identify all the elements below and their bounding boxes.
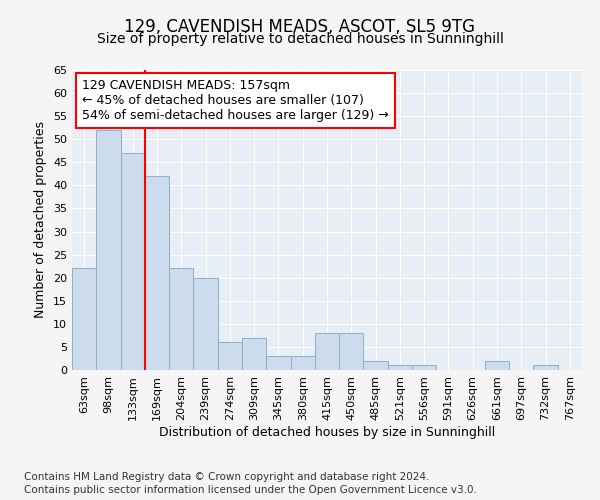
Bar — [121, 153, 145, 370]
Bar — [72, 268, 96, 370]
Bar — [533, 366, 558, 370]
Text: 129, CAVENDISH MEADS, ASCOT, SL5 9TG: 129, CAVENDISH MEADS, ASCOT, SL5 9TG — [125, 18, 476, 36]
Bar — [388, 366, 412, 370]
Bar — [412, 366, 436, 370]
Bar — [339, 333, 364, 370]
Y-axis label: Number of detached properties: Number of detached properties — [34, 122, 47, 318]
X-axis label: Distribution of detached houses by size in Sunninghill: Distribution of detached houses by size … — [159, 426, 495, 438]
Bar — [242, 338, 266, 370]
Bar — [96, 130, 121, 370]
Bar — [364, 361, 388, 370]
Bar — [193, 278, 218, 370]
Bar — [145, 176, 169, 370]
Bar — [315, 333, 339, 370]
Text: Contains public sector information licensed under the Open Government Licence v3: Contains public sector information licen… — [24, 485, 477, 495]
Text: 129 CAVENDISH MEADS: 157sqm
← 45% of detached houses are smaller (107)
54% of se: 129 CAVENDISH MEADS: 157sqm ← 45% of det… — [82, 79, 389, 122]
Bar — [290, 356, 315, 370]
Bar — [218, 342, 242, 370]
Text: Contains HM Land Registry data © Crown copyright and database right 2024.: Contains HM Land Registry data © Crown c… — [24, 472, 430, 482]
Bar — [169, 268, 193, 370]
Text: Size of property relative to detached houses in Sunninghill: Size of property relative to detached ho… — [97, 32, 503, 46]
Bar — [266, 356, 290, 370]
Bar — [485, 361, 509, 370]
